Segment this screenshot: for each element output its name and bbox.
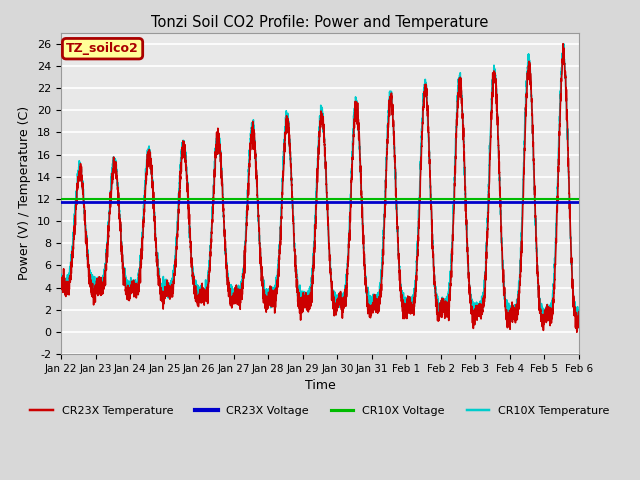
Title: Tonzi Soil CO2 Profile: Power and Temperature: Tonzi Soil CO2 Profile: Power and Temper…: [151, 15, 489, 30]
CR23X Temperature: [57, 286, 65, 291]
CR10X Temperature: [150, 209, 158, 215]
CR10X Temperature: [301, 294, 308, 300]
Y-axis label: Power (V) / Temperature (C): Power (V) / Temperature (C): [19, 106, 31, 280]
CR23X Temperature: [575, 309, 583, 314]
CR10X Temperature: [465, 276, 473, 282]
CR23X Voltage: [92, 199, 99, 204]
CR10X Voltage: [92, 196, 99, 202]
CR10X Temperature: [575, 310, 582, 316]
Legend: CR23X Temperature, CR23X Voltage, CR10X Voltage, CR10X Temperature: CR23X Temperature, CR23X Voltage, CR10X …: [26, 401, 614, 420]
CR10X Voltage: [57, 196, 65, 202]
X-axis label: Time: Time: [305, 379, 335, 392]
CR23X Temperature: [407, 303, 415, 309]
CR23X Temperature: [465, 281, 473, 287]
CR10X Temperature: [57, 274, 65, 280]
CR10X Temperature: [407, 305, 415, 311]
CR23X Temperature: [436, 312, 444, 318]
CR23X Temperature: [575, 313, 582, 319]
CR23X Temperature: [150, 207, 158, 213]
CR23X Temperature: [559, 41, 567, 47]
CR23X Temperature: [573, 329, 580, 335]
CR10X Temperature: [560, 41, 568, 47]
CR23X Voltage: [57, 199, 65, 204]
CR23X Temperature: [301, 294, 308, 300]
Line: CR10X Temperature: CR10X Temperature: [61, 44, 579, 327]
Line: CR23X Temperature: CR23X Temperature: [61, 44, 579, 332]
CR10X Temperature: [575, 313, 583, 319]
CR10X Temperature: [436, 306, 444, 312]
CR10X Temperature: [575, 324, 582, 330]
Text: TZ_soilco2: TZ_soilco2: [66, 42, 139, 55]
